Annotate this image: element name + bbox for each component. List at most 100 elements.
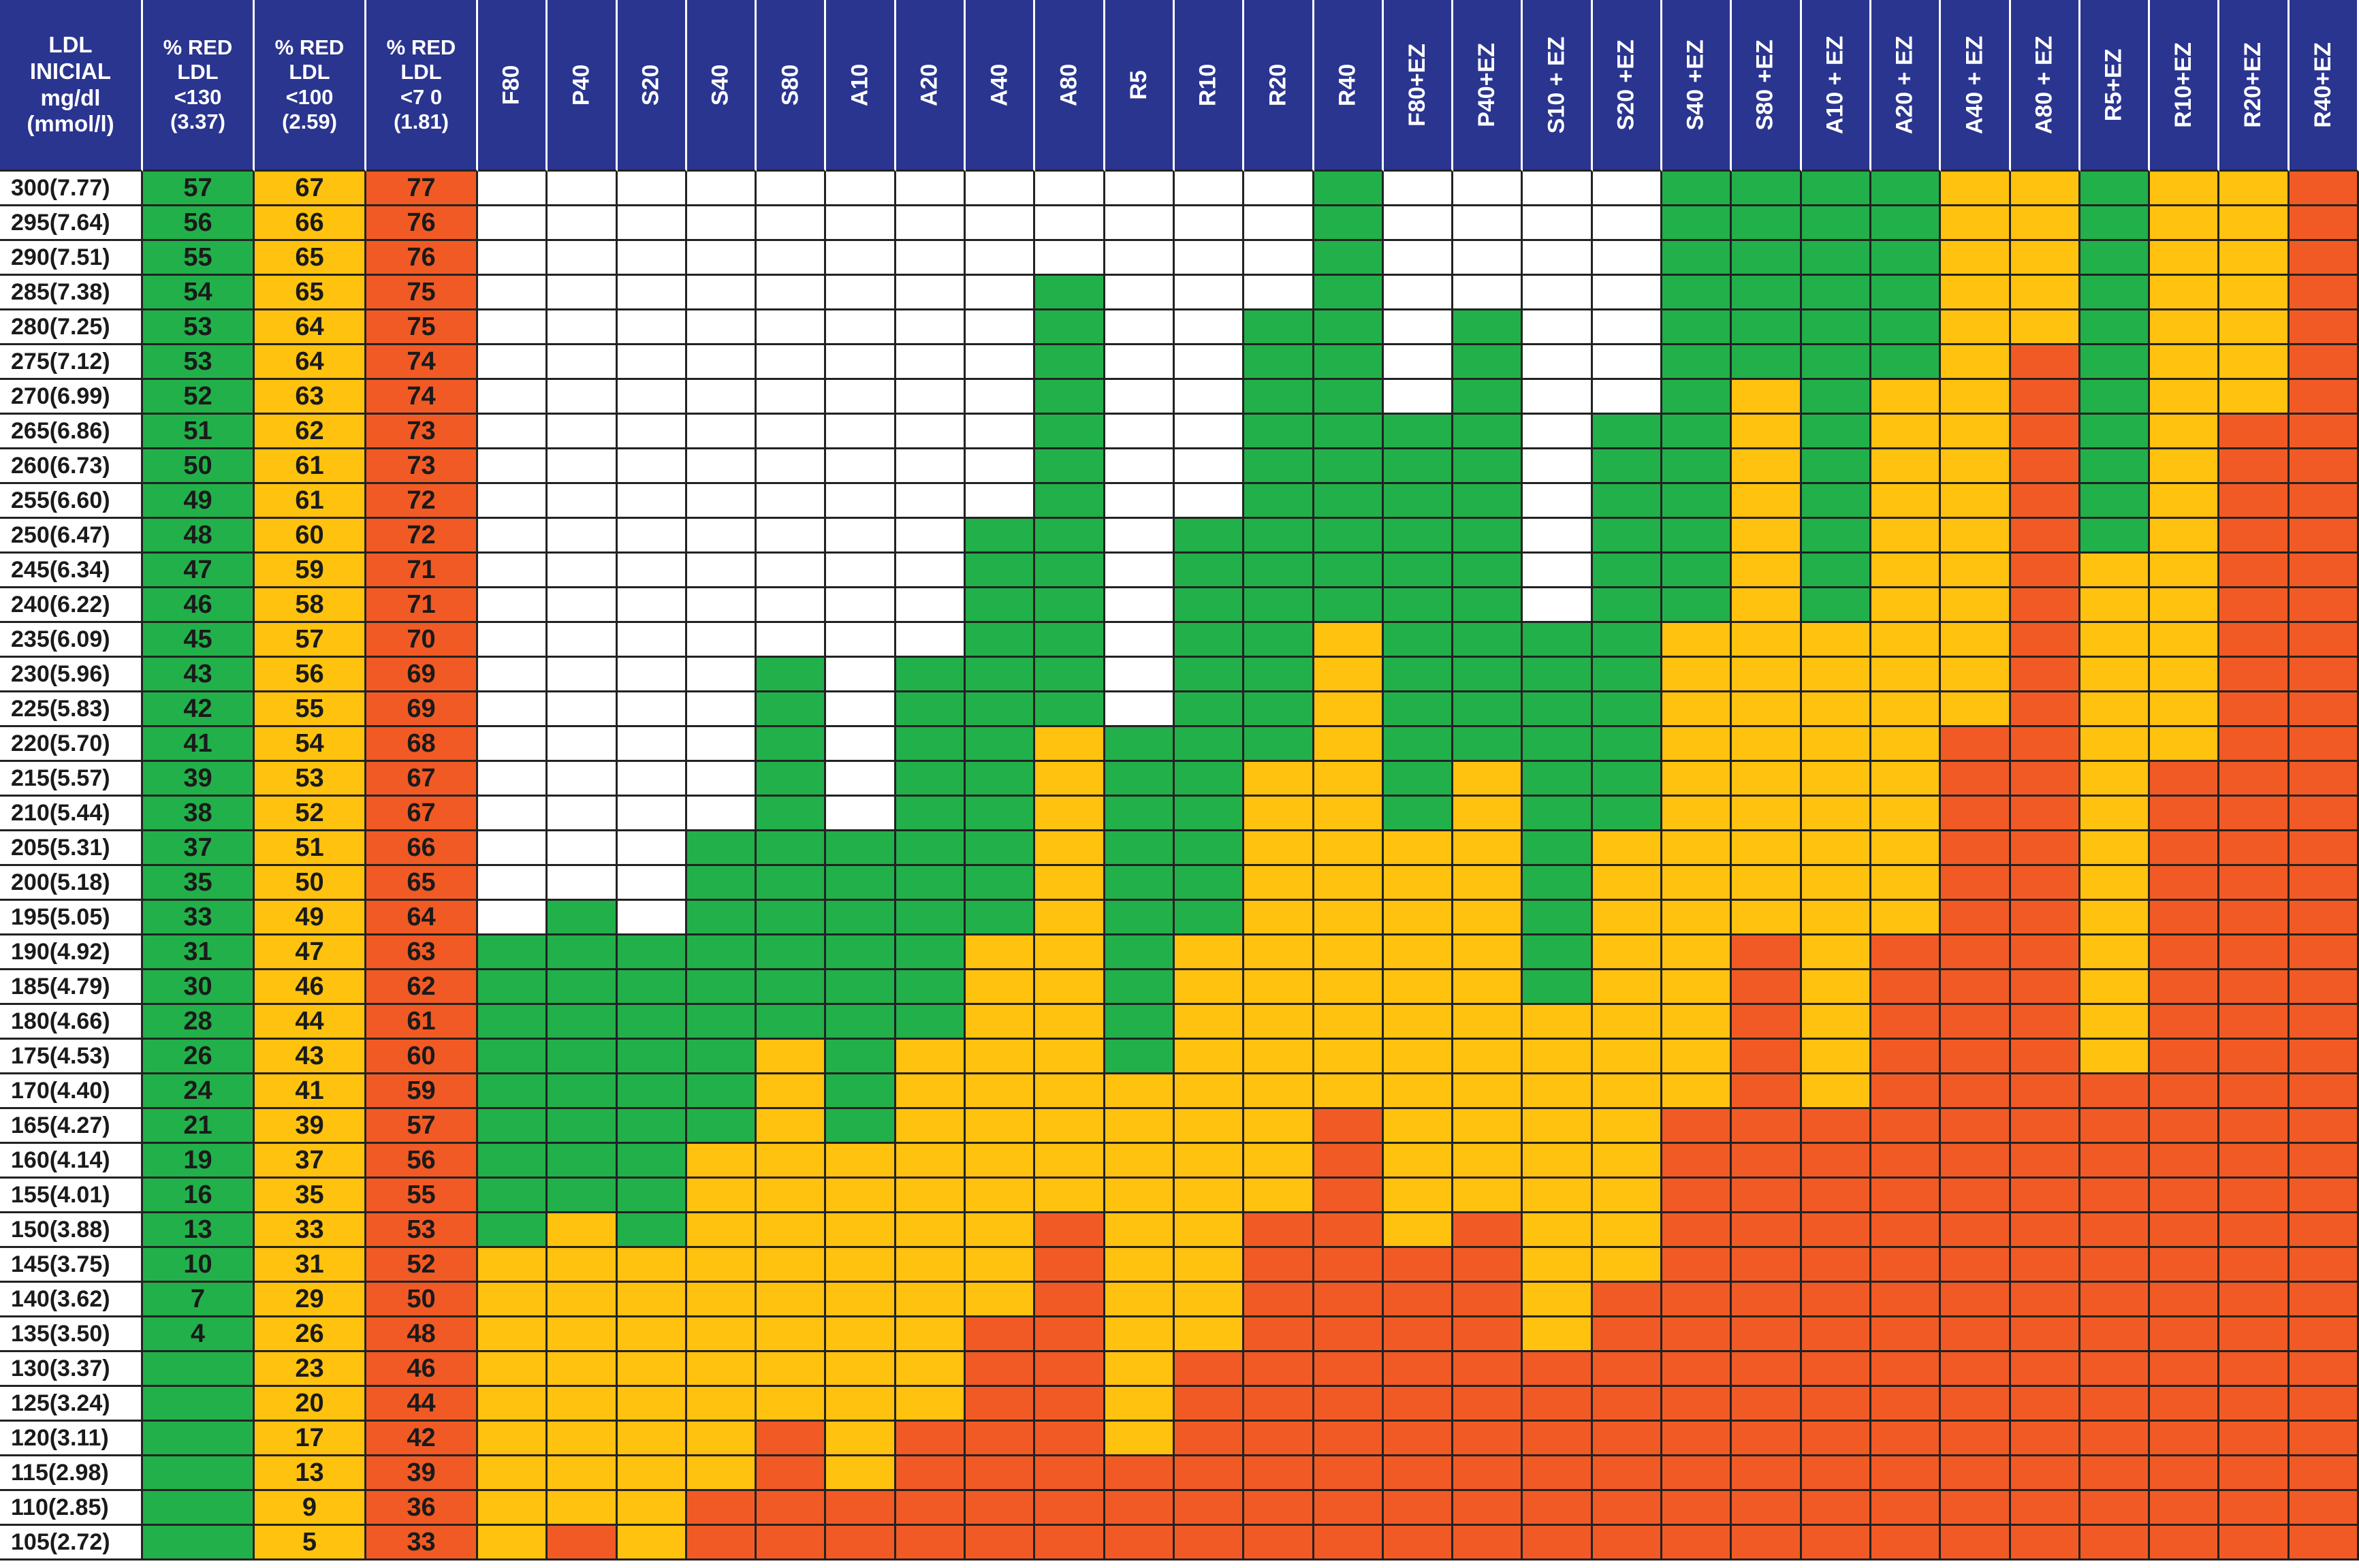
color-cell: [1105, 1283, 1175, 1317]
color-cell: [1662, 519, 1732, 554]
color-cell: [757, 588, 827, 623]
color-cell: [1174, 1317, 1245, 1352]
pct-cell-r130: [143, 1456, 255, 1491]
color-cell: [1662, 1005, 1732, 1040]
color-cell: [1314, 449, 1384, 484]
color-cell: [2080, 241, 2151, 276]
color-cell: [826, 172, 896, 206]
color-cell: [2010, 866, 2080, 901]
pct-cell-r100: 58: [255, 588, 366, 623]
color-cell: [2080, 797, 2151, 831]
color-cell: [1801, 970, 1871, 1005]
color-cell: [1383, 1526, 1454, 1561]
color-cell: [2010, 1283, 2080, 1317]
color-cell: [896, 692, 966, 727]
color-cell: [1592, 554, 1663, 588]
color-cell: [757, 484, 827, 519]
color-cell: [2010, 1005, 2080, 1040]
color-cell: [1732, 935, 1802, 970]
row-label: 145(3.75): [0, 1248, 143, 1283]
color-cell: [1523, 797, 1593, 831]
color-cell: [1383, 1005, 1454, 1040]
pct-cell-r70: 44: [366, 1387, 478, 1422]
color-cell: [1871, 901, 1942, 935]
color-cell: [1383, 797, 1454, 831]
color-cell: [1801, 554, 1871, 588]
pct-cell-r100: 41: [255, 1074, 366, 1109]
color-cell: [1523, 449, 1593, 484]
color-cell: [1732, 588, 1802, 623]
color-cell: [2289, 692, 2359, 727]
color-cell: [1244, 1387, 1314, 1422]
color-cell: [1523, 1352, 1593, 1387]
color-cell: [896, 241, 966, 276]
pct-cell-r100: 61: [255, 449, 366, 484]
color-cell: [1453, 970, 1523, 1005]
color-cell: [1732, 1005, 1802, 1040]
color-cell: [966, 1005, 1036, 1040]
color-cell: [1801, 241, 1871, 276]
color-cell: [617, 1179, 687, 1213]
color-cell: [478, 1040, 548, 1074]
color-cell: [1871, 380, 1942, 415]
color-cell: [2219, 554, 2290, 588]
color-cell: [1941, 970, 2011, 1005]
color-cell: [2219, 623, 2290, 658]
color-cell: [478, 1387, 548, 1422]
header-drug-r10ez: R10+EZ: [2150, 0, 2220, 172]
color-cell: [2150, 901, 2220, 935]
color-cell: [478, 970, 548, 1005]
color-cell: [1314, 276, 1384, 310]
color-cell: [1523, 1213, 1593, 1248]
color-cell: [1105, 866, 1175, 901]
color-cell: [1174, 449, 1245, 484]
color-cell: [686, 1040, 757, 1074]
color-cell: [1105, 449, 1175, 484]
color-cell: [1244, 866, 1314, 901]
color-cell: [548, 1074, 618, 1109]
color-cell: [826, 449, 896, 484]
pct-cell-r100: 13: [255, 1456, 366, 1491]
color-cell: [2289, 762, 2359, 797]
color-cell: [1871, 415, 1942, 449]
color-cell: [1383, 1387, 1454, 1422]
header-drug-r20: R20: [1244, 0, 1314, 172]
color-cell: [1035, 1456, 1105, 1491]
header-line: (mmol/l): [27, 111, 114, 137]
color-cell: [2010, 901, 2080, 935]
drug-label: F80+EZ: [1404, 43, 1430, 127]
color-cell: [2080, 762, 2151, 797]
color-cell: [2010, 831, 2080, 866]
color-cell: [1314, 901, 1384, 935]
color-cell: [617, 1491, 687, 1526]
header-line: % RED: [274, 35, 345, 59]
color-cell: [1592, 658, 1663, 692]
pct-cell-r70: 59: [366, 1074, 478, 1109]
color-cell: [2219, 484, 2290, 519]
pct-cell-r100: 64: [255, 345, 366, 380]
color-cell: [1801, 692, 1871, 727]
color-cell: [1244, 797, 1314, 831]
color-cell: [1174, 1144, 1245, 1179]
row-label: 215(5.57): [0, 762, 143, 797]
pct-cell-r130: 35: [143, 866, 255, 901]
color-cell: [966, 1387, 1036, 1422]
pct-cell-r130: 39: [143, 762, 255, 797]
color-cell: [2150, 415, 2220, 449]
row-label: 130(3.37): [0, 1352, 143, 1387]
color-cell: [1453, 727, 1523, 762]
pct-cell-r70: 70: [366, 623, 478, 658]
color-cell: [1801, 588, 1871, 623]
color-cell: [2150, 1387, 2220, 1422]
color-cell: [2150, 692, 2220, 727]
pct-cell-r70: 74: [366, 380, 478, 415]
row-label: 265(6.86): [0, 415, 143, 449]
color-cell: [2010, 1109, 2080, 1144]
color-cell: [1314, 1179, 1384, 1213]
pct-cell-r70: 67: [366, 762, 478, 797]
color-cell: [1801, 866, 1871, 901]
color-cell: [2150, 449, 2220, 484]
color-cell: [1801, 380, 1871, 415]
color-cell: [757, 1317, 827, 1352]
color-cell: [548, 276, 618, 310]
